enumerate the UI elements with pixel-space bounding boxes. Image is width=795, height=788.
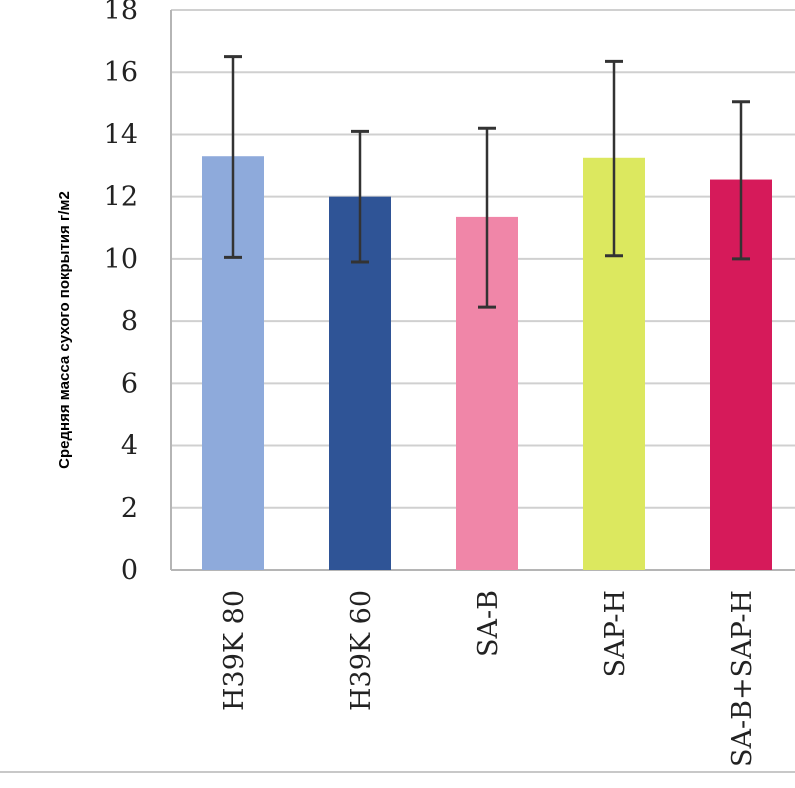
x-category-label: H39K 60 <box>346 590 377 711</box>
y-tick-label: 0 <box>121 555 138 586</box>
bottom-divider <box>0 771 795 773</box>
error-bar <box>605 59 623 258</box>
y-tick-label: 18 <box>104 0 138 26</box>
y-tick-label: 14 <box>104 119 138 150</box>
y-tick-label: 10 <box>104 244 138 275</box>
x-category-label: SA-B <box>473 590 504 657</box>
y-tick-label: 12 <box>104 182 138 213</box>
y-tick-label: 4 <box>121 431 138 462</box>
y-tick-label: 16 <box>104 57 138 88</box>
error-bar <box>224 55 242 259</box>
x-category-label: SAP-H <box>600 590 631 677</box>
x-category-label: H39K 80 <box>219 590 250 711</box>
y-tick-label: 2 <box>121 493 138 524</box>
y-tick-labels: 0 2 4 6 8 10 12 14 16 18 <box>104 0 138 586</box>
y-axis-label: Средняя масса сухого покрытия г/м2 <box>56 191 73 469</box>
y-tick-label: 6 <box>121 368 138 399</box>
bars <box>202 156 772 571</box>
error-bar <box>478 126 496 309</box>
error-bar <box>732 100 750 261</box>
error-bars <box>224 55 750 309</box>
x-category-labels: H39K 80 H39K 60 SA-B SAP-H SA-B+SAP-H <box>219 590 758 767</box>
y-tick-label: 8 <box>121 306 138 337</box>
error-bar <box>351 129 369 264</box>
x-category-label: SA-B+SAP-H <box>727 590 758 767</box>
